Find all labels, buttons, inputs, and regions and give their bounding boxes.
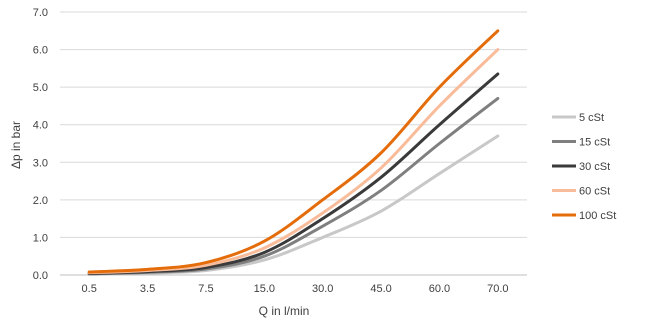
x-axis-ticks: 0.5 3.5 7.5 15.0 30.0 45.0 60.0 70.0 — [82, 283, 509, 295]
y-axis-label: Δp in bar — [9, 121, 23, 169]
y-tick-label: 4.0 — [33, 120, 48, 132]
series-line — [87, 48, 500, 275]
x-tick-label: 3.5 — [140, 283, 155, 295]
x-tick-label: 60.0 — [429, 283, 450, 295]
y-tick-label: 1.0 — [33, 232, 48, 244]
series-line — [87, 29, 500, 274]
y-tick-label: 5.0 — [33, 82, 48, 94]
series-lines — [87, 29, 500, 276]
x-tick-label: 0.5 — [82, 283, 97, 295]
x-axis-label: Q in l/min — [259, 304, 310, 318]
y-tick-label: 6.0 — [33, 45, 48, 57]
series-line — [87, 134, 500, 276]
gridlines — [60, 11, 527, 276]
legend-label: 15 cSt — [579, 137, 610, 149]
x-tick-label: 15.0 — [254, 283, 275, 295]
legend-label: 60 cSt — [579, 186, 610, 198]
legend-label: 100 cSt — [579, 210, 616, 222]
y-tick-label: 2.0 — [33, 195, 48, 207]
legend-label: 30 cSt — [579, 161, 610, 173]
x-tick-label: 45.0 — [370, 283, 391, 295]
y-axis-ticks: 0.0 1.0 2.0 3.0 4.0 5.0 6.0 7.0 — [33, 7, 48, 282]
legend-label: 5 cSt — [579, 112, 604, 124]
y-tick-label: 3.0 — [33, 157, 48, 169]
x-tick-label: 70.0 — [487, 283, 508, 295]
x-tick-label: 30.0 — [312, 283, 333, 295]
y-tick-label: 0.0 — [33, 270, 48, 282]
legend: 5 cSt 15 cSt 30 cSt 60 cSt 100 cSt — [552, 112, 616, 222]
y-tick-label: 7.0 — [33, 7, 48, 19]
x-tick-label: 7.5 — [198, 283, 213, 295]
